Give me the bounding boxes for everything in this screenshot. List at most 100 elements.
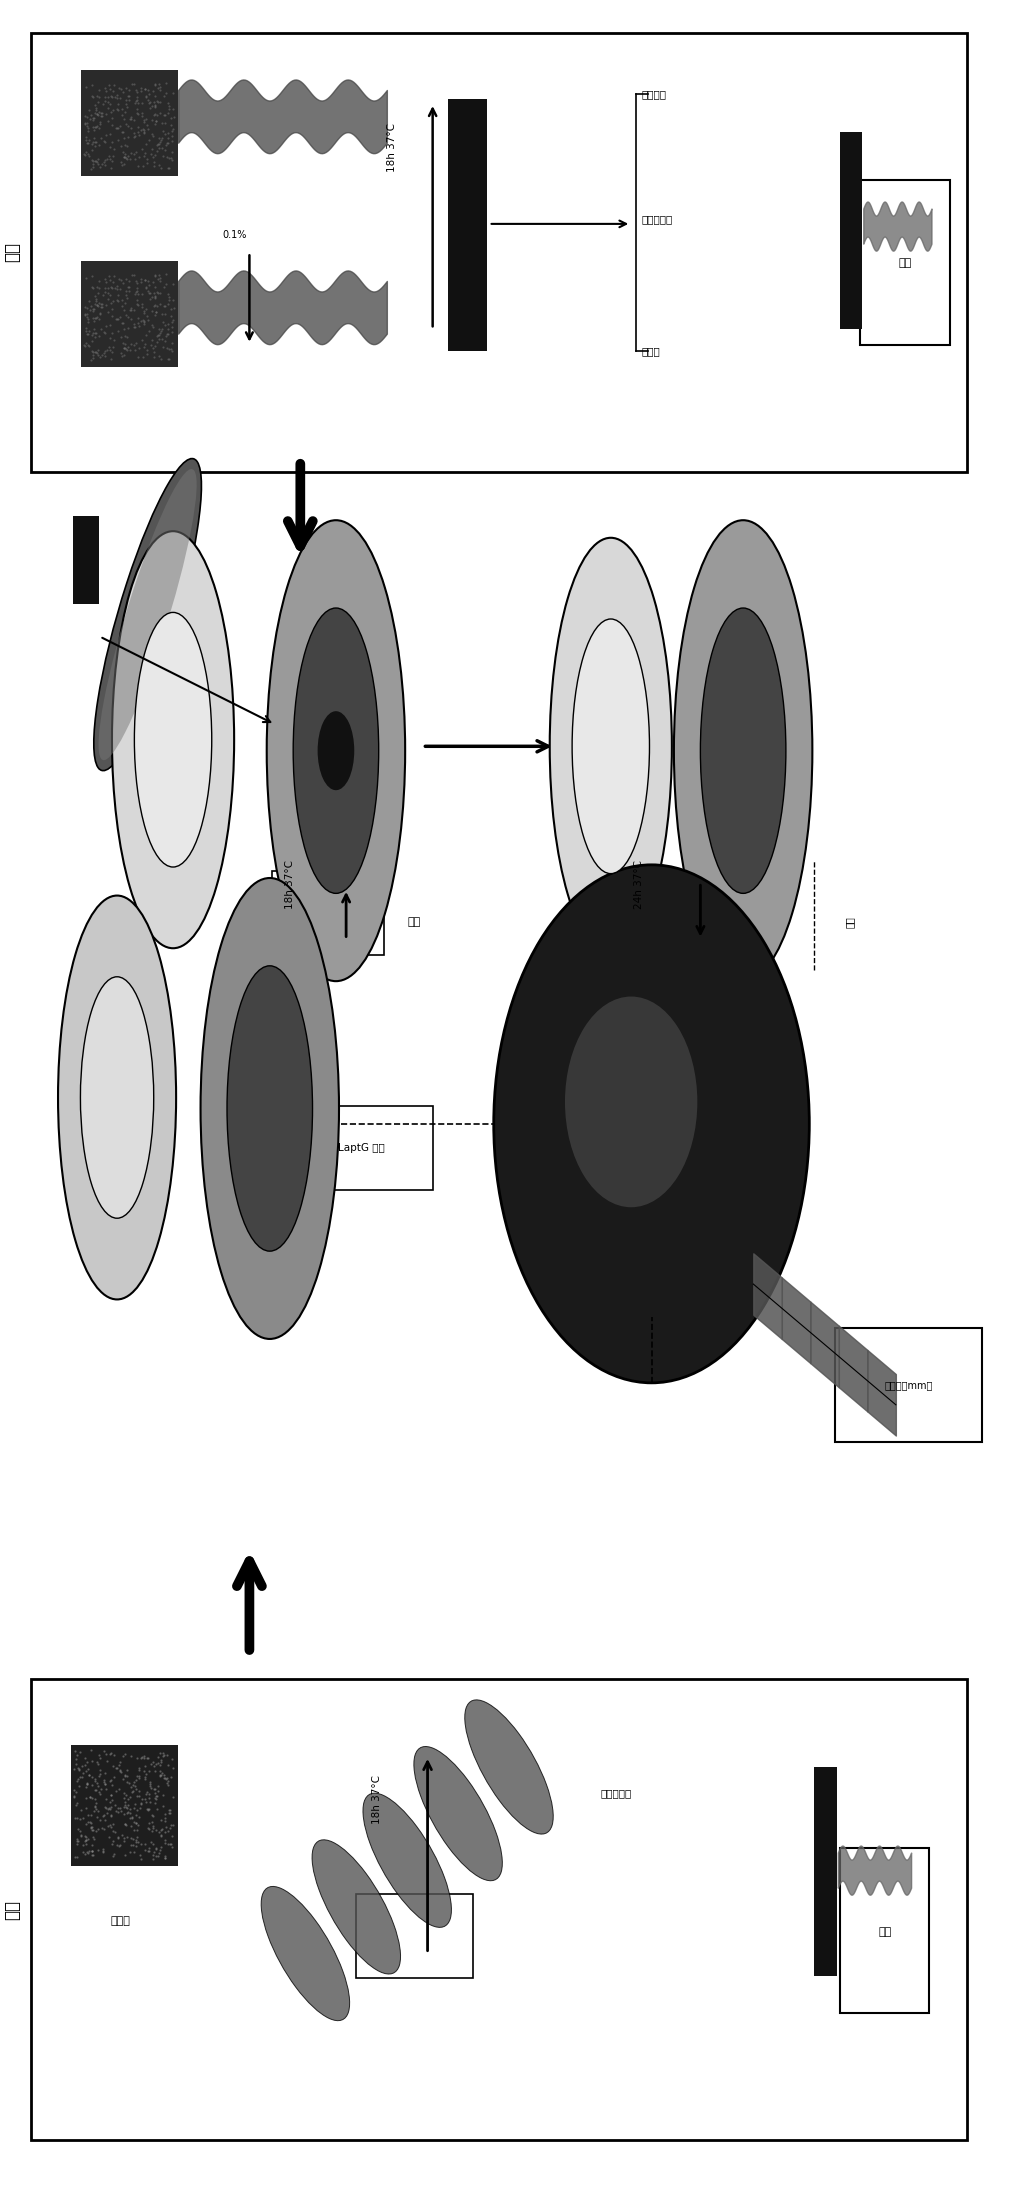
Point <box>153 1758 169 1793</box>
Text: 细菌培养物: 细菌培养物 <box>641 215 673 224</box>
Point <box>93 1771 109 1806</box>
Point <box>88 1771 104 1806</box>
Point <box>115 305 131 340</box>
Ellipse shape <box>94 459 202 770</box>
Point <box>99 1743 115 1778</box>
Point <box>140 1754 157 1789</box>
Point <box>83 270 100 305</box>
Point <box>98 1771 114 1806</box>
Point <box>119 299 135 334</box>
Point <box>110 112 126 147</box>
Point <box>121 292 137 327</box>
Point <box>78 125 95 160</box>
Point <box>153 1758 169 1793</box>
Point <box>103 1798 119 1833</box>
Point <box>126 116 143 151</box>
Ellipse shape <box>550 538 672 955</box>
Point <box>116 1785 132 1820</box>
Point <box>124 1822 140 1857</box>
Text: 大肠杆菌: 大肠杆菌 <box>641 90 667 99</box>
Point <box>153 1817 169 1853</box>
Point <box>151 121 167 156</box>
Point <box>164 114 180 149</box>
Point <box>117 1837 133 1872</box>
Point <box>80 123 97 158</box>
Point <box>84 110 101 145</box>
Point <box>116 292 132 327</box>
Point <box>87 279 103 314</box>
Point <box>76 108 93 143</box>
Point <box>144 116 160 151</box>
Point <box>78 1822 95 1857</box>
Point <box>73 1817 90 1853</box>
Point <box>89 336 105 371</box>
Point <box>120 1793 136 1828</box>
Point <box>160 1767 176 1802</box>
Circle shape <box>318 711 354 790</box>
Point <box>147 279 163 314</box>
Point <box>79 290 96 325</box>
Point <box>155 305 171 340</box>
Point <box>160 1747 176 1782</box>
Point <box>93 99 109 134</box>
Ellipse shape <box>494 865 809 1383</box>
Point <box>83 1811 100 1846</box>
Point <box>131 1752 148 1787</box>
Point <box>136 294 153 329</box>
Point <box>99 1736 115 1771</box>
Point <box>113 147 129 182</box>
Point <box>110 314 126 349</box>
Point <box>127 1787 144 1822</box>
Point <box>123 292 139 327</box>
Point <box>102 1736 118 1771</box>
Point <box>117 285 133 320</box>
Point <box>126 277 143 312</box>
Point <box>109 1752 125 1787</box>
Point <box>136 116 153 151</box>
Point <box>145 329 161 364</box>
Text: 顶部: 顶部 <box>3 241 21 263</box>
Point <box>161 151 177 187</box>
Point <box>109 1828 125 1864</box>
Point <box>78 1754 95 1789</box>
Point <box>104 1826 120 1861</box>
Point <box>94 312 110 347</box>
Point <box>158 1760 174 1796</box>
Bar <box>31 33 967 472</box>
Point <box>102 331 118 367</box>
Point <box>83 151 100 187</box>
Point <box>103 1736 119 1771</box>
Point <box>154 123 170 158</box>
Point <box>140 1833 157 1868</box>
Point <box>138 336 155 371</box>
Point <box>147 279 163 314</box>
Point <box>118 299 134 334</box>
Point <box>120 1782 136 1817</box>
Point <box>93 1756 109 1791</box>
Point <box>117 1806 133 1842</box>
Point <box>132 1785 149 1820</box>
Text: 18h 37°C: 18h 37°C <box>285 860 295 909</box>
Point <box>153 151 169 187</box>
Point <box>73 1793 90 1828</box>
Point <box>101 329 117 364</box>
Point <box>132 1826 149 1861</box>
Point <box>88 320 104 356</box>
Point <box>153 1743 169 1778</box>
Point <box>78 1835 95 1870</box>
Ellipse shape <box>58 896 176 1299</box>
Point <box>77 1822 94 1857</box>
Point <box>147 1771 163 1806</box>
Point <box>127 140 144 176</box>
Point <box>88 334 104 369</box>
Point <box>128 1763 145 1798</box>
Point <box>114 114 130 149</box>
Bar <box>81 261 178 367</box>
Point <box>105 75 121 110</box>
Point <box>92 105 108 140</box>
Point <box>145 1826 161 1861</box>
Point <box>84 334 101 369</box>
Point <box>123 101 139 136</box>
Point <box>160 1813 176 1848</box>
Point <box>102 1763 118 1798</box>
